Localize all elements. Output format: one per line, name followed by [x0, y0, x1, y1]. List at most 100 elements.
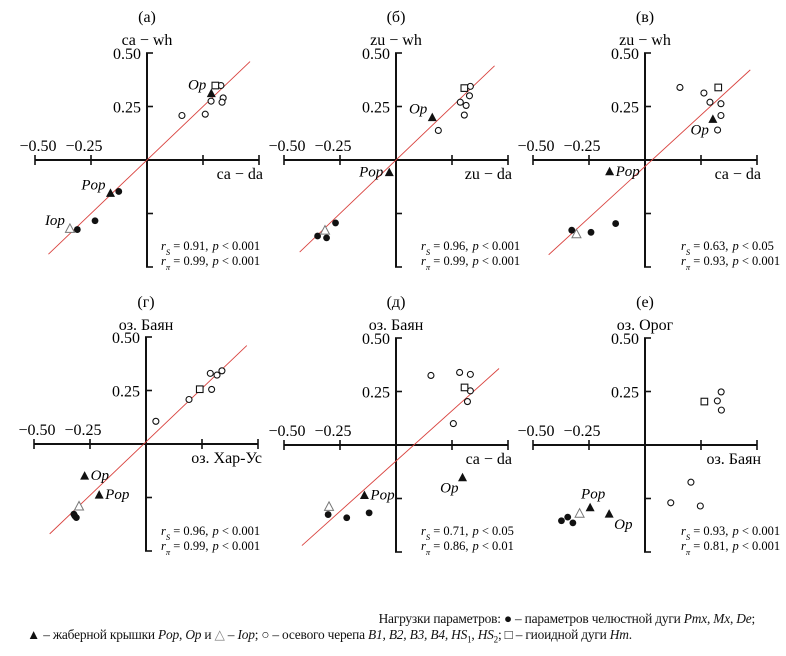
data-point-axial: [687, 478, 695, 486]
stats-sub: π: [426, 262, 431, 272]
data-point-jaw: [365, 509, 373, 517]
stats-value: = 0.93,: [690, 524, 728, 538]
stats-line: rS = 0.71, p < 0.05: [421, 524, 514, 542]
stats-p: p: [211, 254, 218, 268]
stats-value: = 0.63,: [690, 239, 728, 253]
stats-p: p: [211, 539, 218, 553]
data-point-jaw: [314, 232, 321, 240]
stats-line: rS = 0.96, p < 0.001: [161, 524, 260, 542]
data-point-axial: [218, 98, 226, 106]
legend-segment: ▲: [27, 627, 41, 642]
data-point-axial: [466, 82, 474, 90]
stats-pval: < 0.001: [479, 239, 520, 253]
data-point-axial: [213, 371, 221, 379]
regression-line: [548, 69, 751, 256]
stats-p: p: [731, 254, 738, 268]
data-point-opercle: [105, 188, 115, 197]
legend-segment: – гиоидной дуги: [512, 627, 610, 642]
data-point-jaw: [569, 519, 577, 527]
legend-segment: –: [224, 627, 238, 642]
legend-segment: Pop: [158, 627, 180, 642]
x-axis-label: ca − da: [466, 451, 512, 468]
legend-segment: ,: [179, 627, 186, 642]
scatter-plot: (б) zu − wh zu − da −0.50 −0.25 0.50 0.25 Op Pop…: [268, 9, 520, 272]
stats-sub: π: [686, 547, 691, 557]
x-axis-label: zu − da: [465, 166, 512, 183]
scatter-plot: (г) оз. Баян оз. Хар-Ус −0.50 −0.25 0.50 0.25 O…: [18, 294, 262, 557]
data-point-axial: [696, 502, 704, 510]
y-axis-label: оз. Баян: [119, 317, 174, 334]
panel-b: (б) zu − wh zu − da −0.50 −0.25 0.50 0.25 Op Pop…: [260, 0, 522, 285]
point-label: Op: [440, 481, 459, 497]
legend-segment: Нагрузки параметров:: [378, 611, 504, 626]
stats-line: rπ = 0.86, p < 0.01: [421, 539, 514, 557]
data-point-axial: [700, 89, 708, 97]
stats-value: = 0.96,: [170, 524, 208, 538]
x-tick-label: −0.25: [314, 423, 351, 440]
regression-line: [49, 345, 248, 535]
data-point-iop: [574, 507, 585, 518]
x-tick-label: −0.25: [563, 138, 600, 155]
panel-title: (г): [137, 294, 154, 311]
data-point-opercle: [604, 509, 614, 518]
stats-sub: S: [686, 532, 691, 542]
data-point-axial: [713, 397, 721, 405]
panel-title: (б): [387, 9, 406, 26]
stats-line: rπ = 0.99, p < 0.001: [161, 539, 260, 557]
stats-sub: S: [166, 247, 171, 257]
data-point-jaw: [568, 226, 576, 234]
data-point-axial: [717, 388, 725, 396]
stats-sym: r: [681, 239, 686, 253]
legend-segment: ●: [503, 611, 512, 626]
stats-value: = 0.91,: [170, 239, 208, 253]
scatter-plot: (в) zu − wh ca − da −0.50 −0.25 0.50 0.25 Op Pop…: [517, 9, 780, 272]
legend-segment: 2: [493, 634, 499, 645]
stats-sym: r: [161, 539, 166, 553]
stats-line: rS = 0.91, p < 0.001: [161, 239, 260, 257]
legend-segment: – параметров челюстной дуги: [511, 611, 684, 626]
data-point-opercle: [80, 471, 90, 480]
legend-segment: HS: [477, 627, 494, 642]
data-point-jaw: [91, 217, 99, 225]
data-point-axial: [463, 398, 472, 406]
legend-line-2: ▲ – жаберной крышки Pop, Op и △ – Iop; ○…: [27, 627, 632, 645]
stats-pval: < 0.05: [739, 239, 774, 253]
legend-segment: ;: [497, 627, 505, 642]
panel-g: (г) оз. Баян оз. Хар-Ус −0.50 −0.25 0.50 0.25 O…: [0, 285, 262, 570]
regression-line: [301, 368, 500, 546]
stats-pval: < 0.001: [739, 254, 780, 268]
legend-segment: и: [201, 627, 215, 642]
x-axis-label: ca − da: [217, 166, 263, 183]
stats-p: p: [731, 239, 738, 253]
legend-segment: ;: [751, 611, 755, 626]
data-point-jaw: [343, 514, 351, 522]
panel-title: (е): [636, 294, 654, 311]
data-point-opercle: [585, 502, 595, 512]
stats-sub: S: [426, 532, 431, 542]
data-point-axial: [218, 367, 226, 375]
scatter-plot: (е) оз. Орог оз. Баян −0.50 −0.25 0.50 0.25 Pop…: [517, 294, 780, 557]
y-tick-label: 0.25: [362, 100, 390, 117]
data-point-jaw: [323, 234, 330, 242]
stats-value: = 0.93,: [690, 254, 728, 268]
panel-title: (в): [636, 9, 654, 26]
x-tick-label: −0.50: [268, 423, 305, 440]
data-point-hyoid: [195, 385, 204, 394]
data-point-axial: [456, 98, 464, 106]
data-point-hyoid: [714, 83, 723, 92]
data-point-opercle: [605, 166, 615, 176]
panel-title: (а): [138, 9, 156, 26]
stats-sym: r: [421, 239, 426, 253]
stats-sym: r: [421, 539, 426, 553]
stats-sym: r: [681, 524, 686, 538]
data-point-axial: [427, 371, 435, 379]
legend-segment: ○: [261, 627, 270, 642]
data-point-axial: [207, 97, 215, 105]
y-tick-label: 0.50: [112, 330, 140, 347]
stats-sym: r: [681, 539, 686, 553]
data-point-axial: [206, 369, 214, 377]
stats-sym: r: [161, 524, 166, 538]
y-tick-label: 0.25: [611, 100, 639, 117]
stats-pval: < 0.001: [739, 539, 780, 553]
point-label: Pop: [80, 177, 106, 193]
